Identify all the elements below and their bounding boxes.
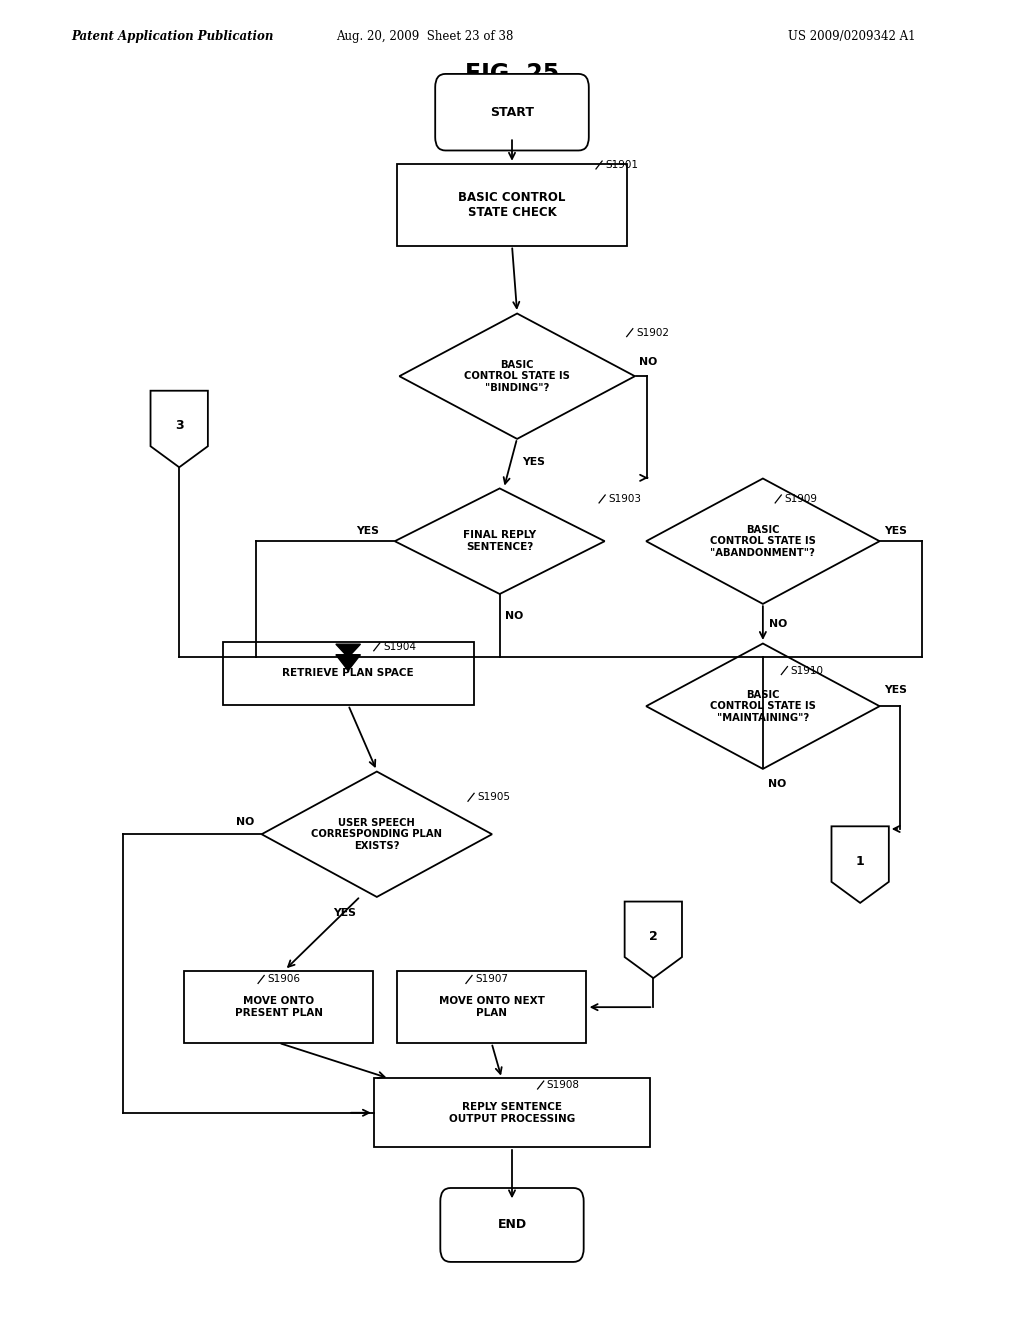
Text: S1906: S1906 xyxy=(267,974,300,985)
Text: NO: NO xyxy=(769,619,787,630)
Text: BASIC
CONTROL STATE IS
"ABANDONMENT"?: BASIC CONTROL STATE IS "ABANDONMENT"? xyxy=(710,524,816,558)
FancyBboxPatch shape xyxy=(435,74,589,150)
Text: START: START xyxy=(490,106,534,119)
Bar xyxy=(374,1078,650,1147)
Polygon shape xyxy=(262,771,492,898)
Bar xyxy=(397,164,627,246)
Text: NO: NO xyxy=(505,611,523,622)
Text: S1910: S1910 xyxy=(791,665,823,676)
Text: FINAL REPLY
SENTENCE?: FINAL REPLY SENTENCE? xyxy=(463,531,537,552)
Text: 2: 2 xyxy=(649,931,657,944)
Polygon shape xyxy=(831,826,889,903)
Text: BASIC CONTROL
STATE CHECK: BASIC CONTROL STATE CHECK xyxy=(459,190,565,219)
Text: S1907: S1907 xyxy=(475,974,508,985)
Bar xyxy=(223,642,473,705)
Text: BASIC
CONTROL STATE IS
"BINDING"?: BASIC CONTROL STATE IS "BINDING"? xyxy=(464,359,570,393)
Text: END: END xyxy=(498,1218,526,1232)
Text: YES: YES xyxy=(522,457,545,467)
Text: NO: NO xyxy=(768,779,786,789)
Text: S1902: S1902 xyxy=(636,327,669,338)
Text: BASIC
CONTROL STATE IS
"MAINTAINING"?: BASIC CONTROL STATE IS "MAINTAINING"? xyxy=(710,689,816,723)
Text: Patent Application Publication: Patent Application Publication xyxy=(72,30,274,44)
Polygon shape xyxy=(646,479,880,605)
Text: MOVE ONTO
PRESENT PLAN: MOVE ONTO PRESENT PLAN xyxy=(234,997,323,1018)
Bar xyxy=(184,972,374,1043)
Text: YES: YES xyxy=(356,525,379,536)
Text: NO: NO xyxy=(639,356,657,367)
Polygon shape xyxy=(399,314,635,438)
Text: S1901: S1901 xyxy=(605,160,638,170)
Text: FIG. 25: FIG. 25 xyxy=(465,62,559,86)
Text: Aug. 20, 2009  Sheet 23 of 38: Aug. 20, 2009 Sheet 23 of 38 xyxy=(336,30,514,44)
Text: 3: 3 xyxy=(175,420,183,433)
Polygon shape xyxy=(151,391,208,467)
Text: S1908: S1908 xyxy=(547,1080,580,1090)
Text: RETRIEVE PLAN SPACE: RETRIEVE PLAN SPACE xyxy=(283,668,414,678)
Text: YES: YES xyxy=(334,908,356,919)
Text: 1: 1 xyxy=(856,855,864,869)
Polygon shape xyxy=(336,644,360,657)
Polygon shape xyxy=(395,488,604,594)
Text: MOVE ONTO NEXT
PLAN: MOVE ONTO NEXT PLAN xyxy=(438,997,545,1018)
Text: YES: YES xyxy=(884,685,906,696)
Polygon shape xyxy=(646,643,880,768)
Text: USER SPEECH
CORRESPONDING PLAN
EXISTS?: USER SPEECH CORRESPONDING PLAN EXISTS? xyxy=(311,817,442,851)
Text: REPLY SENTENCE
OUTPUT PROCESSING: REPLY SENTENCE OUTPUT PROCESSING xyxy=(449,1102,575,1123)
Text: S1903: S1903 xyxy=(608,494,641,504)
FancyBboxPatch shape xyxy=(440,1188,584,1262)
Text: NO: NO xyxy=(236,817,254,828)
Text: S1909: S1909 xyxy=(784,494,817,504)
Bar xyxy=(396,972,586,1043)
Text: US 2009/0209342 A1: US 2009/0209342 A1 xyxy=(788,30,916,44)
Text: S1904: S1904 xyxy=(383,642,416,652)
Polygon shape xyxy=(625,902,682,978)
Polygon shape xyxy=(336,655,360,671)
Text: YES: YES xyxy=(884,525,906,536)
Text: S1905: S1905 xyxy=(477,792,510,803)
